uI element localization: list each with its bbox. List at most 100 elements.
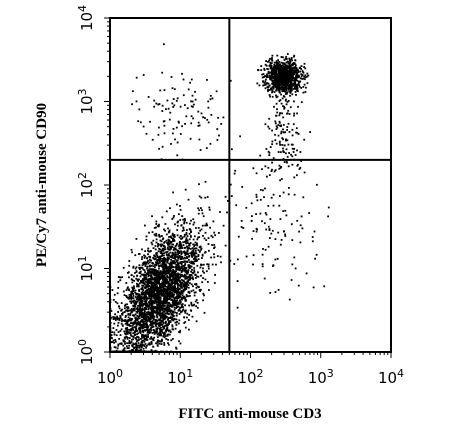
event-dot — [266, 74, 269, 77]
event-dot — [287, 82, 289, 84]
event-dot — [159, 321, 162, 324]
event-dot — [252, 254, 255, 257]
event-dot — [299, 151, 302, 153]
event-dot — [177, 273, 180, 276]
event-dot — [274, 83, 276, 86]
event-dot — [168, 118, 171, 121]
event-dot — [142, 297, 145, 300]
event-dot — [138, 338, 140, 341]
event-dot — [290, 71, 292, 74]
event-dot — [200, 112, 203, 115]
event-dot — [155, 253, 158, 256]
event-dot — [133, 302, 136, 305]
event-dot — [185, 229, 188, 231]
event-dot — [159, 277, 161, 279]
event-dot — [166, 251, 169, 253]
event-dot — [172, 275, 174, 278]
plot-frame — [109, 17, 392, 353]
event-dot — [261, 263, 264, 265]
event-dot — [172, 282, 175, 284]
event-dot — [171, 243, 174, 246]
event-dot — [153, 254, 156, 257]
event-dot — [189, 242, 192, 244]
event-dot — [138, 328, 141, 331]
event-dot — [270, 232, 273, 235]
event-dot — [168, 288, 171, 290]
event-dot — [127, 271, 130, 274]
event-dot — [155, 307, 158, 309]
event-dot — [151, 289, 154, 292]
event-dot — [190, 105, 193, 108]
event-dot — [282, 73, 284, 76]
event-dot — [202, 277, 204, 279]
event-dot — [135, 338, 138, 341]
event-dot — [185, 287, 187, 290]
event-dot — [236, 306, 239, 309]
event-dot — [156, 303, 158, 306]
event-dot — [264, 248, 267, 251]
event-dot — [171, 316, 174, 319]
event-dot — [158, 126, 160, 129]
event-dot — [155, 279, 158, 281]
event-dot — [167, 342, 169, 344]
event-dot — [138, 290, 141, 293]
event-dot — [197, 207, 200, 210]
event-dot — [231, 148, 233, 151]
event-dot — [285, 98, 287, 101]
event-dot — [140, 280, 142, 282]
event-dot — [185, 233, 188, 236]
event-dot — [155, 261, 157, 264]
event-dot — [173, 318, 176, 320]
event-dot — [275, 125, 278, 128]
event-dot — [275, 67, 278, 70]
event-dot — [189, 295, 191, 297]
event-dot — [170, 237, 173, 239]
event-dot — [162, 314, 164, 316]
event-dot — [174, 327, 177, 330]
event-dot — [275, 60, 278, 63]
event-dot — [281, 112, 283, 115]
event-dot — [185, 231, 188, 234]
event-dot — [159, 340, 162, 343]
event-dot — [227, 200, 229, 202]
event-dot — [175, 314, 178, 317]
event-dot — [323, 285, 326, 288]
event-dot — [160, 274, 163, 276]
event-dot — [274, 80, 276, 82]
event-dot — [176, 267, 179, 269]
event-dot — [181, 261, 183, 263]
event-dot — [164, 312, 167, 315]
event-dot — [245, 255, 248, 258]
event-dot — [158, 282, 161, 284]
event-dot — [175, 301, 178, 303]
event-dot — [189, 81, 191, 84]
event-dot — [194, 283, 196, 286]
event-dot — [183, 297, 186, 300]
event-dot — [184, 281, 186, 284]
event-dot — [167, 343, 170, 346]
event-dot — [275, 82, 278, 85]
event-dot — [267, 225, 270, 228]
event-dot — [145, 326, 148, 328]
event-dot — [169, 246, 172, 248]
event-dot — [282, 66, 285, 68]
event-dot — [202, 234, 204, 237]
event-dot — [179, 244, 182, 247]
event-dot — [189, 261, 191, 264]
event-dot — [177, 305, 180, 308]
event-dot — [156, 295, 159, 298]
event-dot — [170, 235, 172, 238]
event-dot — [189, 137, 192, 140]
event-dot — [180, 311, 182, 314]
event-dot — [290, 58, 293, 61]
event-dot — [282, 105, 284, 107]
event-dot — [169, 316, 171, 319]
event-dot — [121, 313, 124, 316]
event-dot — [282, 56, 284, 59]
event-dot — [252, 263, 254, 266]
event-dot — [142, 289, 145, 291]
event-dot — [180, 271, 183, 274]
event-dot — [271, 140, 274, 143]
event-dot — [139, 343, 142, 346]
event-dot — [153, 105, 156, 108]
